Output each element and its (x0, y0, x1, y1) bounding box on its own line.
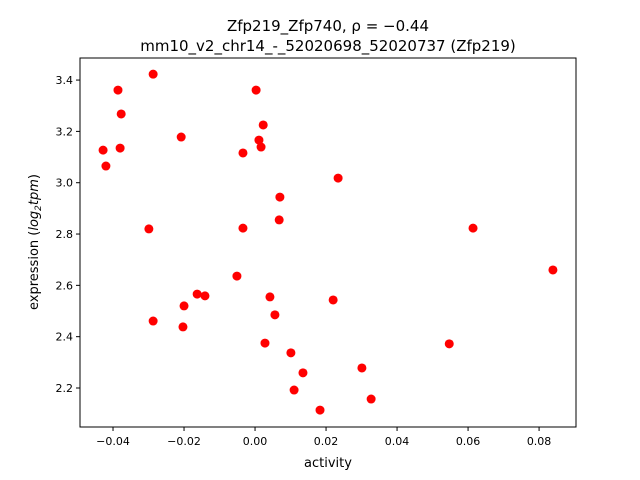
x-tick-label: 0.06 (456, 435, 481, 448)
data-point (98, 145, 108, 155)
y-axis-label: expression (log2tpm) (27, 174, 44, 310)
data-point (144, 224, 154, 234)
data-point (357, 363, 367, 373)
data-point (238, 148, 248, 158)
data-point (258, 120, 268, 130)
data-point (148, 316, 158, 326)
plot-frame (79, 57, 577, 428)
data-point (116, 109, 126, 119)
y-tick-label: 2.6 (56, 279, 74, 292)
y-tick-label: 2.2 (56, 382, 74, 395)
data-point (200, 291, 210, 301)
data-point (548, 265, 558, 275)
x-axis-label: activity (304, 456, 352, 471)
data-point (328, 295, 338, 305)
data-point (238, 223, 248, 233)
data-point (333, 173, 343, 183)
data-point (113, 85, 123, 95)
data-point (286, 348, 296, 358)
data-point (101, 161, 111, 171)
data-point (232, 271, 242, 281)
data-point (260, 338, 270, 348)
data-point (256, 142, 266, 152)
x-tick-label: −0.02 (167, 435, 201, 448)
data-point (254, 135, 264, 145)
data-point (179, 301, 189, 311)
data-point (265, 292, 275, 302)
y-axis: 2.2 2.4 2.6 2.8 3.0 3.2 3.4 (56, 74, 80, 395)
data-point (366, 394, 376, 404)
y-tick-label: 2.4 (56, 331, 74, 344)
data-point (289, 385, 299, 395)
data-point (444, 339, 454, 349)
data-point (298, 368, 308, 378)
data-point (275, 192, 285, 202)
y-tick-label: 3.4 (56, 74, 74, 87)
data-point (274, 215, 284, 225)
x-tick-label: −0.04 (96, 435, 130, 448)
data-point (315, 405, 325, 415)
points-layer (98, 69, 558, 415)
y-tick-label: 3.2 (56, 125, 74, 138)
data-point (270, 310, 280, 320)
data-point (178, 322, 188, 332)
x-tick-label: 0.08 (527, 435, 552, 448)
x-tick-label: 0.02 (314, 435, 339, 448)
data-point (468, 223, 478, 233)
x-tick-label: 0.00 (243, 435, 268, 448)
y-tick-label: 2.8 (56, 228, 74, 241)
chart-title-line2: mm10_v2_chr14_-_52020698_52020737 (Zfp21… (140, 37, 516, 56)
data-point (115, 143, 125, 153)
data-point (251, 85, 261, 95)
x-tick-label: 0.04 (385, 435, 410, 448)
data-point (176, 132, 186, 142)
y-tick-label: 3.0 (56, 177, 74, 190)
chart-title-line1: Zfp219_Zfp740, ρ = −0.44 (227, 17, 429, 36)
data-point (192, 289, 202, 299)
x-axis: −0.04 −0.02 0.00 0.02 0.04 0.06 0.08 (96, 427, 551, 448)
data-point (148, 69, 158, 79)
